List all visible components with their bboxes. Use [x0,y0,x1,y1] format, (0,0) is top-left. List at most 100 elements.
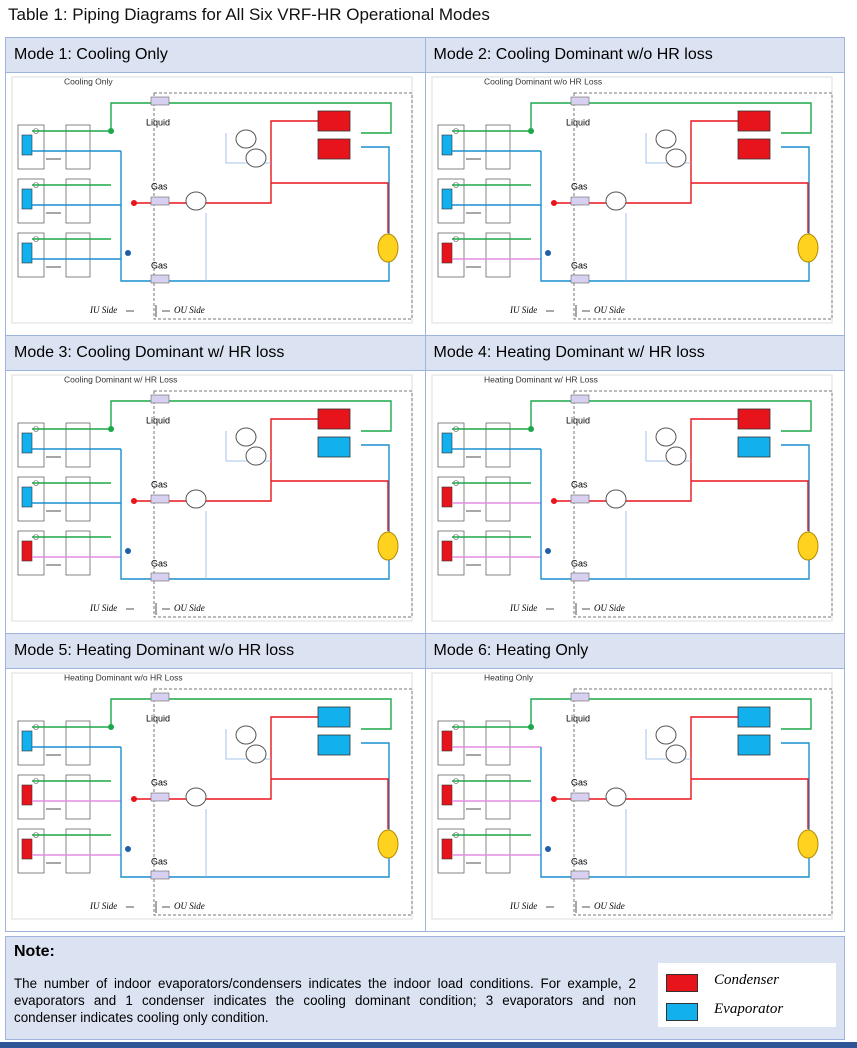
indoor-unit [437,178,464,224]
ou-side-label: OU Side [594,901,625,911]
diagram-title: Heating Dominant w/ HR Loss [484,374,598,384]
junction [527,426,534,432]
diagram-title: Cooling Only [64,76,113,86]
junction [550,498,557,504]
liquid-label: Liquid [566,713,590,723]
liquid-label: Liquid [146,117,170,127]
evaporator [21,730,33,752]
outdoor-coil [317,138,351,160]
indoor-unit [17,828,45,874]
evaporator [21,486,33,508]
iu-side-label: IU Side [509,305,537,315]
iu-side-label: IU Side [89,603,117,613]
legend-swatch [666,974,698,992]
header [150,572,170,582]
diagram-frame [431,672,832,920]
accumulator [665,446,686,466]
accumulator [185,191,207,211]
evaporator [21,432,33,454]
branch-box [65,774,91,820]
junction [544,250,551,256]
indoor-unit [437,828,464,874]
piping-diagram: Heating Only Liquid Gas Gas IU Side OU Side [431,672,832,920]
outdoor-boundary [573,390,832,618]
accumulator [235,427,257,447]
mode-heading: Mode 5: Heating Dominant w/o HR loss [5,633,426,669]
discharge-pipe [271,182,389,233]
branch-box [65,530,91,576]
iu-side-label: IU Side [509,603,537,613]
gas-label: Gas [571,181,588,191]
condenser [21,540,33,562]
ou-side-label: OU Side [174,305,205,315]
diagram-frame [11,374,413,622]
compressor [377,531,399,561]
indoor-unit [17,232,45,278]
gas-pipe [120,444,390,580]
accumulator [665,148,686,168]
accumulator [655,725,676,745]
liquid-pipe [110,698,392,730]
indoor-unit [437,422,464,468]
indoor-unit [17,720,45,766]
indoor-unit [17,124,45,170]
branch-box [65,124,91,170]
gas-label: Gas [151,260,168,270]
outdoor-coil [317,436,351,458]
liquid-label: Liquid [566,415,590,425]
junction [544,846,551,852]
mode-heading: Mode 1: Cooling Only [5,37,426,73]
evaporator [21,188,33,210]
outdoor-coil [737,138,770,160]
junction [527,128,534,134]
accumulator [665,744,686,764]
header [150,494,170,504]
ou-side-label: OU Side [174,603,205,613]
branch-box [65,422,91,468]
legend-label: Evaporator [714,1001,784,1017]
diagram-title: Cooling Dominant w/ HR Loss [64,374,177,384]
junction [527,724,534,730]
branch-box [485,476,510,522]
gas-label: Gas [571,856,588,866]
indoor-unit [437,124,464,170]
header [570,96,589,106]
accumulator [605,489,626,509]
discharge-pipe [690,182,809,233]
discharge-pipe [271,778,389,829]
compressor [797,531,818,561]
diagram-cell: Cooling Only Liquid Gas Gas IU Side OU Side [5,72,426,336]
header [570,792,589,802]
evaporator [21,242,33,264]
junction [131,498,137,504]
note-heading: Note: [14,943,55,960]
footer-bar [0,1042,857,1048]
junction [125,250,131,256]
gas-label: Gas [571,479,588,489]
liquid-pipe [529,698,812,730]
header [150,274,170,284]
header [150,692,170,702]
iu-side-label: IU Side [89,901,117,911]
indoor-unit [437,774,464,820]
branch-box [485,124,510,170]
indoor-unit [437,476,464,522]
accumulator [245,744,267,764]
accumulator [185,787,207,807]
junction [125,846,131,852]
branch-box [65,720,91,766]
discharge-pipe [690,778,809,829]
header [150,394,170,404]
evaporator [21,134,33,156]
piping-diagram: Heating Dominant w/ HR Loss Liquid Gas Gas I… [431,374,832,622]
evaporator [441,188,452,210]
junction [108,128,114,134]
accumulator [605,787,626,807]
gas-label: Gas [571,777,588,787]
liquid-pipe [529,102,812,134]
diagram-frame [431,374,832,622]
diagram-cell: Heating Dominant w/ HR Loss Liquid Gas Gas I… [424,370,845,634]
header [570,870,589,880]
branch-box [485,828,510,874]
outdoor-boundary [573,688,832,916]
